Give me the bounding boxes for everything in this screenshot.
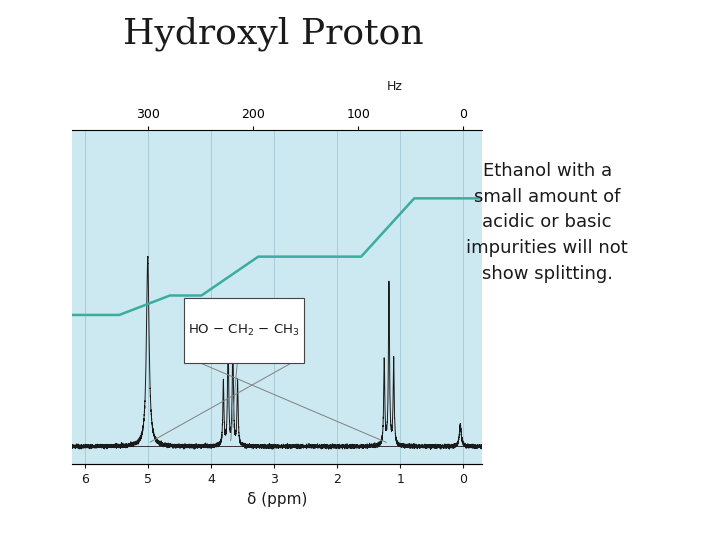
Text: Hz: Hz	[387, 80, 403, 93]
FancyBboxPatch shape	[184, 299, 304, 363]
Text: HO $-$ CH$_2$ $-$ CH$_3$: HO $-$ CH$_2$ $-$ CH$_3$	[189, 323, 300, 338]
X-axis label: δ (ppm): δ (ppm)	[247, 492, 307, 507]
Text: Hydroxyl Proton: Hydroxyl Proton	[123, 16, 424, 51]
Text: Ethanol with a
small amount of
acidic or basic
impurities will not
show splittin: Ethanol with a small amount of acidic or…	[467, 162, 628, 283]
